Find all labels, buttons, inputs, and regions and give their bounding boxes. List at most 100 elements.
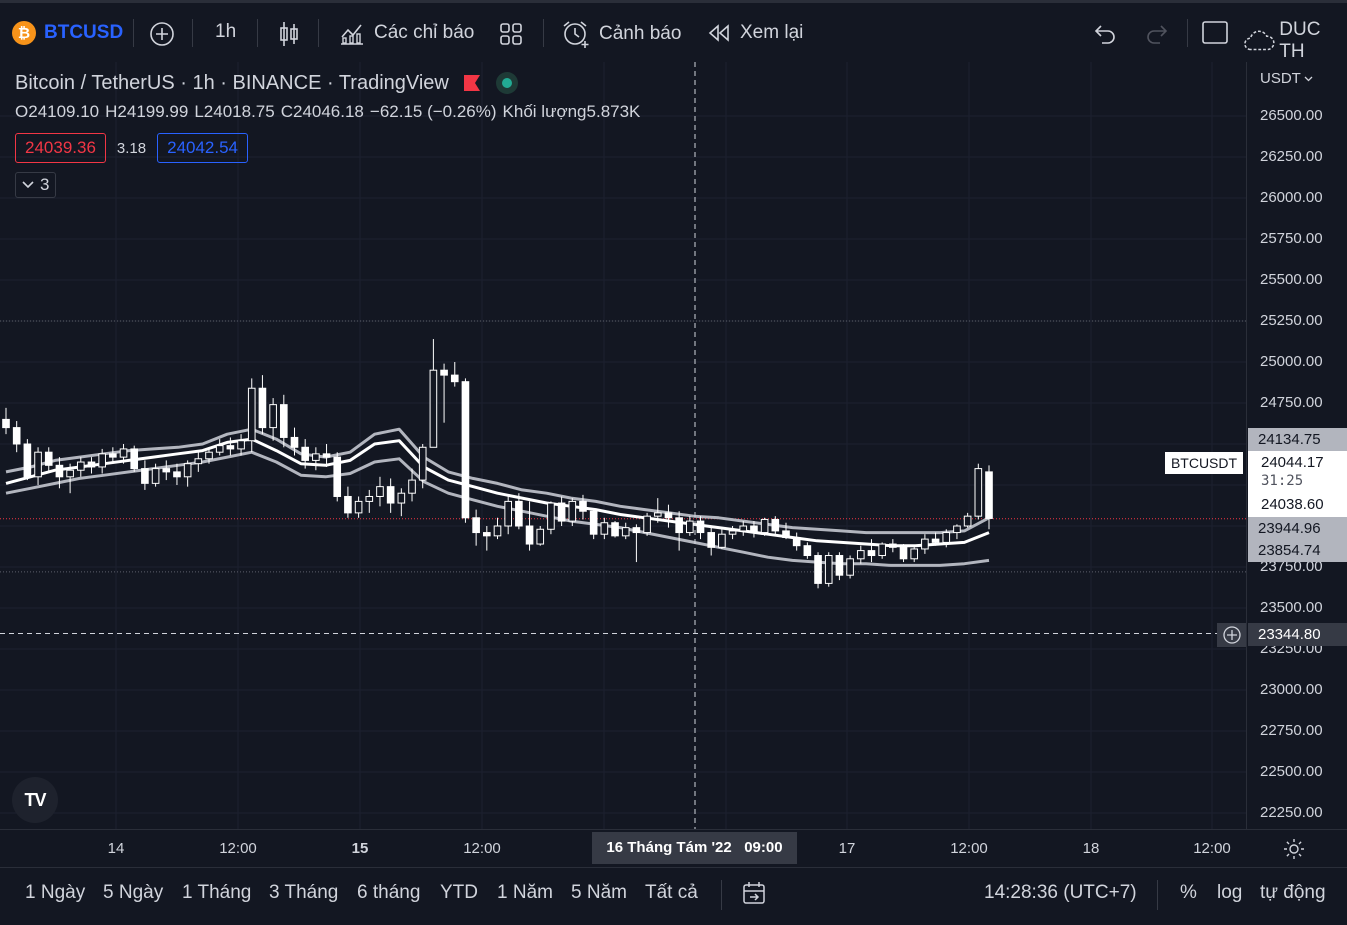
candles-chart-type-icon[interactable] [277, 20, 301, 48]
candle [429, 339, 438, 448]
percent-scale-toggle[interactable]: % [1180, 882, 1197, 903]
time-tick-label: 17 [838, 840, 856, 857]
go-to-date-icon[interactable] [741, 881, 767, 907]
user-label: DUC TH [1279, 19, 1321, 62]
plus-circle-icon [1222, 626, 1241, 644]
candle [76, 457, 85, 477]
save-layout-button[interactable]: DUC TH [1243, 19, 1347, 63]
redo-icon[interactable] [1145, 22, 1169, 46]
chart-legend: Bitcoin / TetherUS · 1h · BINANCE · Trad… [15, 71, 640, 198]
range-button[interactable]: 1 Tháng [182, 882, 252, 903]
chart-settings-gear-icon[interactable] [1283, 838, 1305, 860]
price-tick-label: 22250.00 [1260, 804, 1323, 821]
candle [846, 555, 854, 579]
candle-body-down [461, 381, 470, 519]
candle [686, 516, 694, 536]
range-button[interactable]: 1 Năm [497, 882, 553, 903]
price-tick-label: 26250.00 [1260, 148, 1323, 165]
candle-body-down [664, 512, 673, 519]
fullscreen-layout-icon[interactable] [1202, 21, 1228, 45]
range-button[interactable]: Tất cả [645, 882, 698, 903]
candle-body-down [130, 448, 139, 470]
candle [2, 407, 10, 435]
close-label: C [280, 102, 293, 121]
candle-body-up [878, 543, 886, 557]
currency-selector[interactable]: USDT [1260, 70, 1313, 87]
candle [792, 532, 801, 551]
range-button[interactable]: YTD [440, 882, 478, 903]
candle-body-up [66, 469, 74, 478]
candle-body-up [247, 387, 256, 442]
replay-button[interactable]: Xem lại [707, 19, 803, 47]
candle [568, 498, 577, 526]
candle [653, 498, 662, 523]
price-axis[interactable]: USDT 26500.00 26250.00 26000.00 25750.00 255… [1246, 62, 1347, 829]
candle-body-up [397, 492, 406, 504]
candle-body-down [173, 471, 181, 478]
candle-body-down [515, 500, 523, 527]
candle [440, 363, 448, 423]
price-tick-label: 25500.00 [1260, 271, 1323, 288]
flag-icon[interactable] [463, 74, 481, 92]
low-value: 24018.75 [203, 102, 275, 121]
candle [247, 378, 256, 453]
candle-body-down [440, 369, 448, 376]
indicators-collapse-button[interactable]: 3 [15, 172, 57, 198]
candle [824, 552, 833, 587]
time-tick-label: 18 [1082, 840, 1100, 857]
candle-body-up [429, 369, 438, 448]
current-price-label: 24044.17 31:25 24038.60 [1248, 451, 1347, 519]
candle [931, 532, 940, 546]
bar-countdown: 31:25 [1261, 473, 1304, 489]
compare-add-symbol-icon[interactable] [149, 21, 175, 47]
candle-body-up [183, 463, 192, 478]
candle-body-down [675, 517, 683, 534]
timezone-clock[interactable]: 14:28:36 (UTC+7) [984, 882, 1137, 903]
range-button[interactable]: 3 Tháng [269, 882, 339, 903]
tradingview-logo[interactable]: TV [12, 777, 58, 823]
candle-body-down [279, 404, 288, 438]
time-tick-label: 15 [351, 840, 369, 857]
candle-body-down [557, 502, 566, 522]
current-price-value: 24044.17 [1261, 454, 1324, 471]
open-value: 24109.10 [28, 102, 100, 121]
undo-icon[interactable] [1093, 22, 1117, 46]
candle [728, 526, 737, 540]
candle-body-up [354, 500, 363, 514]
candle-body-down [867, 550, 876, 557]
range-button[interactable]: 5 Năm [571, 882, 627, 903]
candle [707, 527, 716, 556]
crosshair-add-button[interactable] [1217, 623, 1246, 647]
indicators-button[interactable]: Các chỉ báo [338, 19, 474, 47]
candle [536, 526, 545, 546]
symbol-title[interactable]: Bitcoin / TetherUS · 1h · BINANCE · Trad… [15, 71, 449, 94]
alert-button[interactable]: Cảnh báo [561, 19, 681, 49]
candle [183, 460, 192, 487]
symbol-search-button[interactable]: ₿ BTCUSD [12, 19, 123, 47]
interval-button[interactable]: 1h [215, 21, 237, 42]
time-axis[interactable]: 14 12:00 15 12:00 17 12:00 18 12:00 16 Tháng Tá… [0, 829, 1347, 867]
candle-body-down [589, 510, 598, 535]
ema-mid-price-value: 24038.60 [1261, 496, 1324, 513]
time-tick-label: 12:00 [1193, 840, 1231, 857]
price-chart[interactable] [0, 62, 1246, 829]
candle-body-up [119, 448, 128, 458]
candle-body-down [109, 453, 117, 458]
candle [750, 521, 758, 538]
layout-templates-icon[interactable] [499, 22, 523, 46]
candle-body-up [718, 533, 726, 548]
auto-scale-toggle[interactable]: tự động [1260, 882, 1326, 903]
high-value: 24199.99 [117, 102, 189, 121]
candle-body-down [301, 446, 309, 461]
range-button[interactable]: 6 tháng [357, 882, 421, 903]
candle [55, 457, 64, 489]
sell-price-button[interactable]: 24039.36 [15, 133, 106, 163]
chart-pane[interactable]: Bitcoin / TetherUS · 1h · BINANCE · Trad… [0, 62, 1246, 829]
log-scale-toggle[interactable]: log [1217, 882, 1243, 903]
price-tick-label: 22500.00 [1260, 763, 1323, 780]
candle-body-down [472, 517, 480, 534]
price-tick-label: 22750.00 [1260, 722, 1323, 739]
range-button[interactable]: 5 Ngày [103, 882, 164, 903]
buy-price-button[interactable]: 24042.54 [157, 133, 249, 163]
range-button[interactable]: 1 Ngày [25, 882, 86, 903]
